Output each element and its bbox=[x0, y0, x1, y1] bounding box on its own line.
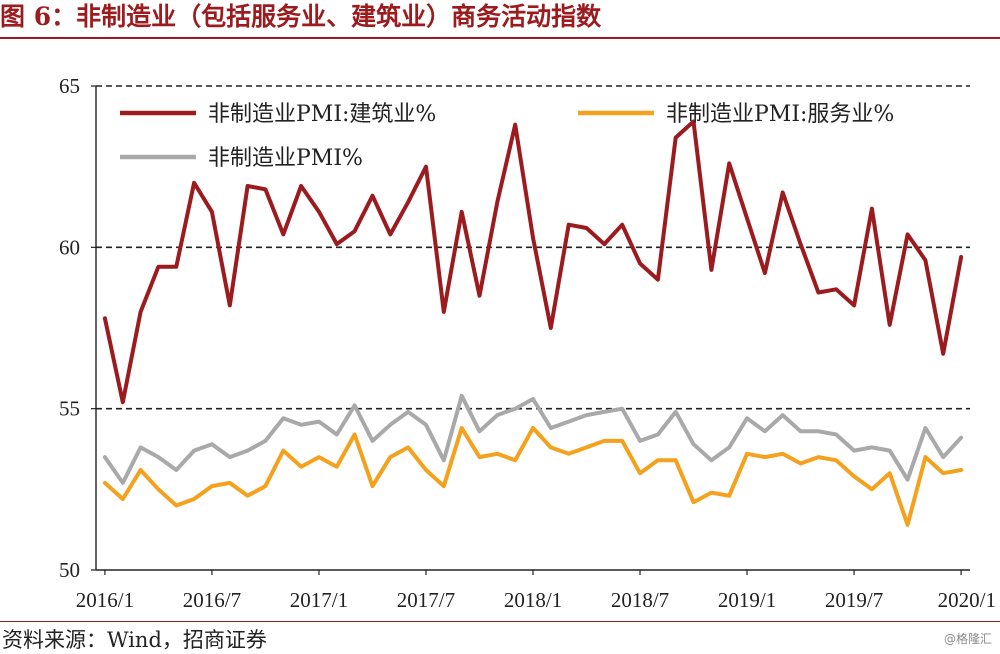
series-line-3 bbox=[102, 393, 964, 485]
x-tick-label: 2018/1 bbox=[504, 588, 562, 612]
y-tick-label: 50 bbox=[59, 558, 80, 582]
legend-label: 非制造业PMI% bbox=[208, 146, 363, 171]
legend: 非制造业PMI:建筑业% 非制造业PMI:服务业% 非制造业PMI% bbox=[120, 102, 894, 171]
source-note: 资料来源：Wind，招商证券 bbox=[2, 628, 267, 652]
watermark: @格隆汇 bbox=[943, 632, 992, 646]
chart-title: 图 6：非制造业（包括服务业、建筑业）商务活动指数 bbox=[0, 2, 602, 31]
legend-label: 非制造业PMI:服务业% bbox=[666, 102, 894, 127]
y-tick-label: 65 bbox=[59, 74, 80, 98]
title-divider bbox=[0, 37, 1000, 39]
grid bbox=[96, 85, 970, 410]
legend-label: 非制造业PMI:建筑业% bbox=[208, 102, 436, 127]
series-line-1 bbox=[102, 119, 964, 405]
x-tick-label: 2017/1 bbox=[290, 588, 348, 612]
footer-divider bbox=[0, 621, 1000, 622]
x-tick-label: 2017/7 bbox=[397, 588, 455, 612]
series-lines bbox=[102, 119, 964, 527]
x-tick-label: 2016/7 bbox=[183, 588, 241, 612]
x-tick-label: 2016/1 bbox=[76, 588, 134, 612]
x-tick-label: 2020/1 bbox=[938, 588, 996, 612]
series-line-2 bbox=[102, 426, 964, 527]
axes: 50 55 60 65 2016/1 2016/7 2017/1 2017/7 2018/1 20… bbox=[59, 74, 996, 612]
x-tick-label: 2019/1 bbox=[718, 588, 776, 612]
line-chart: 50 55 60 65 2016/1 2016/7 2017/1 2017/7 2018/1 20… bbox=[59, 74, 996, 612]
y-tick-label: 60 bbox=[59, 235, 80, 259]
x-tick-label: 2019/7 bbox=[825, 588, 883, 612]
x-tick-label: 2018/7 bbox=[611, 588, 669, 612]
y-tick-label: 55 bbox=[59, 397, 80, 421]
